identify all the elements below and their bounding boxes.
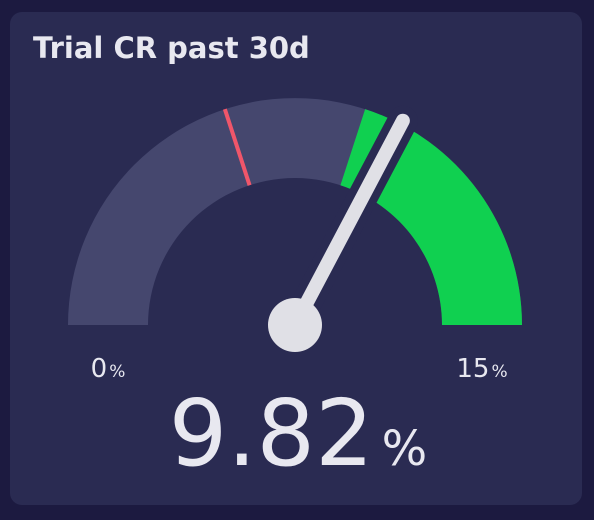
max-unit: % bbox=[491, 362, 507, 382]
value-label-group: 9.82% bbox=[169, 380, 427, 487]
needle bbox=[288, 113, 410, 332]
min-label-group: 0% bbox=[91, 354, 126, 384]
target-marker bbox=[222, 108, 252, 186]
value-unit: % bbox=[382, 421, 428, 477]
chart-title: Trial CR past 30d bbox=[33, 31, 310, 65]
value-label: 9.82 bbox=[169, 380, 374, 487]
gauge bbox=[68, 98, 522, 352]
max-label: 15 bbox=[456, 354, 489, 384]
max-label-group: 15% bbox=[456, 354, 507, 384]
min-unit: % bbox=[109, 362, 125, 382]
min-label: 0 bbox=[91, 354, 108, 384]
needle-hub bbox=[268, 298, 322, 352]
card-background bbox=[10, 12, 582, 505]
